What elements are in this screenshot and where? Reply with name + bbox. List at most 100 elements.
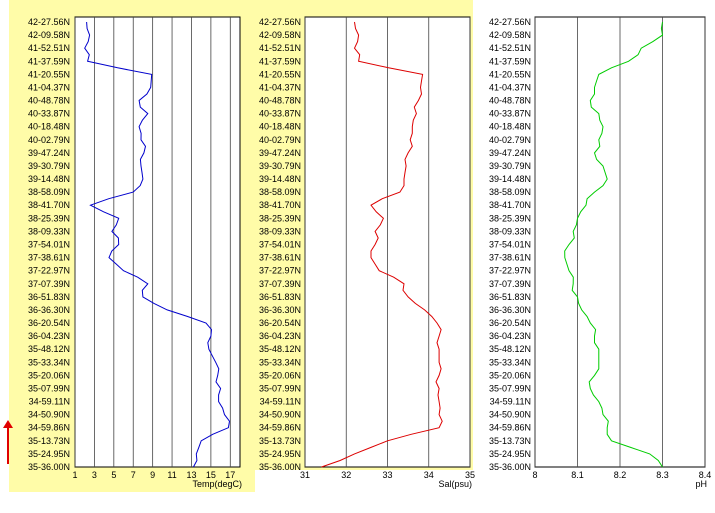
- temp-y-tick-label: 35-20.06N: [28, 370, 70, 380]
- sal-y-tick-label: 34-50.90N: [259, 410, 301, 420]
- ph-y-tick-label: 42-09.58N: [489, 30, 531, 40]
- ph-y-tick-label: 34-59.11N: [490, 397, 531, 407]
- sal-y-tick-label: 35-48.12N: [259, 344, 301, 354]
- sal-y-tick-label: 35-33.34N: [259, 357, 301, 367]
- sal-series-line: [321, 21, 443, 468]
- temp-y-tick-label: 41-37.59N: [28, 56, 70, 66]
- temp-series-line: [84, 21, 231, 468]
- sal-y-tick-label: 39-14.48N: [259, 174, 301, 184]
- temp-y-tick-label: 36-51.83N: [28, 292, 70, 302]
- ph-y-tick-label: 36-04.23N: [489, 331, 531, 341]
- ph-y-tick-label: 38-58.09N: [489, 187, 531, 197]
- ph-y-tick-label: 35-13.73N: [489, 436, 531, 446]
- ph-y-tick-label: 36-20.54N: [489, 318, 531, 328]
- temp-y-tick-label: 40-48.78N: [28, 96, 70, 106]
- ph-y-tick-label: 37-22.97N: [489, 266, 531, 276]
- ph-y-tick-label: 35-20.06N: [489, 370, 531, 380]
- sal-y-tick-label: 36-04.23N: [259, 331, 301, 341]
- temp-y-tick-label: 35-36.00N: [28, 462, 70, 472]
- ph-x-tick-label: 8.3: [656, 470, 669, 480]
- temp-y-tick-label: 35-07.99N: [28, 383, 70, 393]
- temp-y-tick-label: 38-09.33N: [28, 226, 70, 236]
- sal-y-tick-label: 40-02.79N: [259, 135, 301, 145]
- sal-y-tick-label: 35-07.99N: [259, 383, 301, 393]
- sal-y-tick-label: 38-41.70N: [259, 200, 301, 210]
- ph-y-tick-label: 37-07.39N: [489, 279, 531, 289]
- temp-y-tick-label: 41-52.51N: [28, 43, 70, 53]
- ph-y-tick-label: 35-36.00N: [489, 462, 531, 472]
- sal-x-tick-label: 35: [465, 470, 475, 480]
- temp-y-tick-label: 35-33.34N: [28, 357, 70, 367]
- temp-y-tick-label: 37-22.97N: [28, 266, 70, 276]
- sal-x-tick-label: 34: [424, 470, 434, 480]
- sal-y-tick-label: 34-59.86N: [259, 423, 301, 433]
- temp-y-tick-label: 40-02.79N: [28, 135, 70, 145]
- sal-y-tick-label: 39-47.24N: [259, 148, 301, 158]
- temp-x-tick-label: 15: [206, 470, 216, 480]
- sal-y-tick-label: 38-58.09N: [259, 187, 301, 197]
- ph-y-tick-label: 34-59.86N: [489, 423, 531, 433]
- temp-y-tick-label: 34-59.86N: [28, 423, 70, 433]
- temp-y-tick-label: 34-59.11N: [29, 397, 70, 407]
- temp-y-tick-label: 34-50.90N: [28, 410, 70, 420]
- ph-y-tick-label: 40-48.78N: [489, 96, 531, 106]
- ph-y-tick-label: 40-18.48N: [489, 122, 531, 132]
- temp-x-tick-label: 17: [225, 470, 235, 480]
- temp-y-tick-label: 40-33.87N: [28, 109, 70, 119]
- temp-y-tick-label: 38-25.39N: [28, 213, 70, 223]
- sal-x-axis-label: Sal(psu): [438, 479, 472, 489]
- sal-y-tick-label: 36-20.54N: [259, 318, 301, 328]
- sal-y-tick-label: 41-52.51N: [259, 43, 301, 53]
- ph-y-tick-label: 39-14.48N: [489, 174, 531, 184]
- temp-x-axis-label: Temp(degC): [192, 479, 242, 489]
- ph-y-tick-label: 36-51.83N: [489, 292, 531, 302]
- ph-y-tick-label: 41-52.51N: [489, 43, 531, 53]
- sal-y-tick-label: 40-18.48N: [259, 122, 301, 132]
- sal-chart: 31 32 33 34 35 42-27.56N 42-09.58N 41-52.51N 41-…: [259, 16, 475, 489]
- sal-y-tick-label: 41-04.37N: [259, 82, 301, 92]
- sal-y-tick-label: 39-30.79N: [259, 161, 301, 171]
- temp-y-tick-label: 35-48.12N: [28, 344, 70, 354]
- ph-y-tick-label: 34-50.90N: [489, 410, 531, 420]
- sal-y-tick-label: 37-07.39N: [259, 279, 301, 289]
- temp-y-tick-label: 35-13.73N: [28, 436, 70, 446]
- ph-chart: 8 8.1 8.2 8.3 8.4 42-27.56N 42-09.58N 41-52.51N…: [489, 16, 712, 489]
- sal-y-tick-label: 34-59.11N: [260, 397, 301, 407]
- sal-x-tick-label: 33: [382, 470, 392, 480]
- temp-x-tick-label: 1: [72, 470, 77, 480]
- sal-y-tick-label: 42-09.58N: [259, 30, 301, 40]
- ph-x-tick-label: 8: [532, 470, 537, 480]
- sal-x-tick-label: 32: [341, 470, 351, 480]
- ph-y-tick-label: 35-24.95N: [489, 449, 531, 459]
- sal-y-tick-label: 42-27.56N: [259, 17, 301, 27]
- ph-y-tick-label: 38-25.39N: [489, 213, 531, 223]
- temp-y-tick-label: 37-38.61N: [28, 253, 70, 263]
- temp-y-tick-label: 39-47.24N: [28, 148, 70, 158]
- sal-y-tick-label: 35-24.95N: [259, 449, 301, 459]
- sal-y-tick-label: 41-20.55N: [259, 69, 301, 79]
- temp-y-tick-label: 40-18.48N: [28, 122, 70, 132]
- ph-y-tick-label: 41-04.37N: [489, 82, 531, 92]
- ph-y-tick-label: 39-47.24N: [489, 148, 531, 158]
- ph-x-tick-label: 8.4: [699, 470, 712, 480]
- temp-x-tick-label: 13: [186, 470, 196, 480]
- up-arrow-icon: [3, 420, 13, 464]
- temp-y-tick-label: 38-41.70N: [28, 200, 70, 210]
- ph-y-tick-label: 35-33.34N: [489, 357, 531, 367]
- ph-y-tick-label: 40-02.79N: [489, 135, 531, 145]
- ph-series-line: [564, 21, 664, 468]
- sal-y-tick-label: 37-22.97N: [259, 266, 301, 276]
- temp-plot-area: [74, 16, 241, 468]
- sal-y-tick-label: 35-36.00N: [259, 462, 301, 472]
- sal-y-tick-label: 41-37.59N: [259, 56, 301, 66]
- temp-x-tick-label: 11: [167, 470, 176, 480]
- sal-y-tick-label: 40-48.78N: [259, 96, 301, 106]
- temp-y-tick-label: 36-20.54N: [28, 318, 70, 328]
- ph-y-tick-label: 35-07.99N: [489, 383, 531, 393]
- sal-y-tick-label: 35-13.73N: [259, 436, 301, 446]
- temp-y-tick-label: 36-36.30N: [28, 305, 70, 315]
- ph-y-tick-label: 38-41.70N: [489, 200, 531, 210]
- temp-y-tick-label: 42-09.58N: [28, 30, 70, 40]
- sal-y-tick-label: 37-38.61N: [259, 253, 301, 263]
- sal-y-tick-label: 38-25.39N: [259, 213, 301, 223]
